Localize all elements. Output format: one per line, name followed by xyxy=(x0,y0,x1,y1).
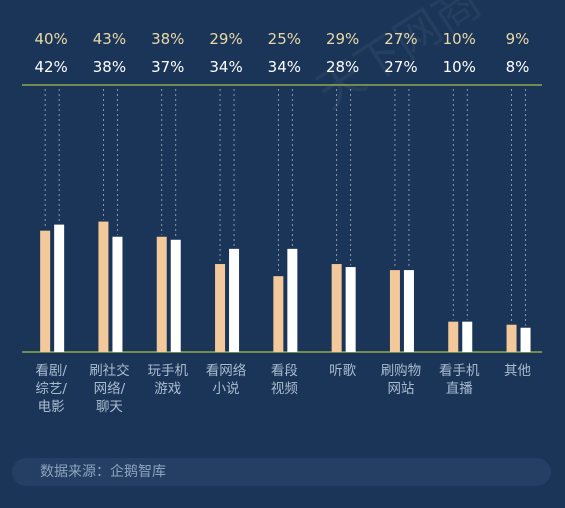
category-label-5-1: 看段 xyxy=(271,363,298,379)
bar-series1-1 xyxy=(40,230,51,352)
bar-series2-6 xyxy=(345,267,356,352)
category-label-7-1: 刷购物 xyxy=(381,363,422,379)
category-label-3-1: 玩手机 xyxy=(148,363,189,379)
value-label-row2-8: 10% xyxy=(443,58,476,76)
category-label-2-1: 刷社交 xyxy=(89,362,130,379)
bar-series1-6 xyxy=(331,264,342,352)
bar-series1-8 xyxy=(448,321,459,352)
bar-series1-5 xyxy=(273,276,284,352)
value-label-row1-6: 29% xyxy=(326,30,359,48)
category-label-5-2: 视频 xyxy=(271,381,298,397)
category-label-1-1: 看剧/ xyxy=(35,363,67,379)
bar-series2-1 xyxy=(54,224,65,352)
category-label-7-2: 网站 xyxy=(387,381,414,397)
category-label-3-2: 游戏 xyxy=(154,381,181,397)
value-label-row1-7: 27% xyxy=(384,30,417,48)
value-label-row1-1: 40% xyxy=(34,30,67,48)
bar-series1-9 xyxy=(506,324,517,352)
value-label-row2-2: 38% xyxy=(93,58,126,76)
value-label-row1-4: 29% xyxy=(209,30,242,48)
bar-series2-5 xyxy=(287,248,298,352)
bar-series2-8 xyxy=(462,321,473,352)
bar-series1-3 xyxy=(156,236,167,352)
value-label-row2-6: 28% xyxy=(326,58,359,76)
category-label-2-3: 聊天 xyxy=(96,399,123,415)
source-text: 数据来源：企鹅智库 xyxy=(40,464,166,480)
bar-series2-3 xyxy=(170,239,181,352)
category-label-8-1: 看手机 xyxy=(439,363,480,379)
value-label-row1-8: 10% xyxy=(443,30,476,48)
bar-series1-2 xyxy=(98,221,109,352)
value-label-row2-3: 37% xyxy=(151,58,184,76)
category-label-8-2: 直播 xyxy=(446,381,473,397)
category-label-1-2: 综艺/ xyxy=(35,381,67,397)
category-label-6-1: 听歌 xyxy=(329,363,356,379)
value-label-row2-7: 27% xyxy=(384,58,417,76)
bar-series1-4 xyxy=(215,264,226,352)
bar-series2-4 xyxy=(229,248,240,352)
value-label-row1-5: 25% xyxy=(268,30,301,48)
value-label-row1-9: 9% xyxy=(506,30,530,48)
category-label-9-1: 其他 xyxy=(504,363,531,379)
category-label-4-1: 看网络 xyxy=(206,363,247,379)
bar-series2-7 xyxy=(403,270,414,352)
value-label-row1-2: 43% xyxy=(93,30,126,48)
value-label-row1-3: 38% xyxy=(151,30,184,48)
value-label-row2-9: 8% xyxy=(506,58,530,76)
bar-series2-9 xyxy=(520,327,531,352)
value-label-row2-4: 34% xyxy=(209,58,242,76)
value-label-row2-1: 42% xyxy=(34,58,67,76)
bar-series2-2 xyxy=(112,236,123,352)
source-pill: 数据来源：企鹅智库 xyxy=(12,458,551,486)
category-label-4-2: 小说 xyxy=(213,381,240,397)
bar-series1-7 xyxy=(389,270,400,352)
category-label-1-3: 电影 xyxy=(38,399,65,415)
category-label-2-2: 网络/ xyxy=(94,381,126,397)
value-label-row2-5: 34% xyxy=(268,58,301,76)
